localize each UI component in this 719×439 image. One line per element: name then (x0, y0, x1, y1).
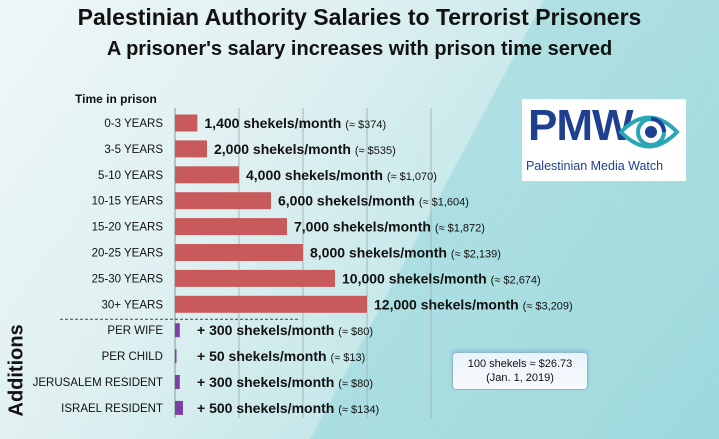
exchange-rate: 100 shekels ≈ $26.73 (467, 358, 573, 370)
data-label: 12,000 shekels/month (≈ $3,209) (374, 296, 573, 312)
bar (175, 140, 207, 158)
data-label-usd: (≈ $1,604) (419, 197, 469, 209)
category-label: 30+ YEARS (102, 299, 164, 311)
category-label: ISRAEL RESIDENT (61, 403, 163, 415)
data-label-usd: (≈ $80) (338, 378, 373, 390)
chart-subtitle: A prisoner's salary increases with priso… (106, 38, 613, 60)
exchange-rate-date: (Jan. 1, 2019) (486, 372, 554, 384)
category-label: 25-30 YEARS (92, 273, 164, 285)
category-label: 20-25 YEARS (92, 248, 164, 260)
data-label: 1,400 shekels/month (≈ $374) (204, 115, 386, 131)
bar (175, 114, 198, 132)
data-label-usd: (≈ $2,139) (451, 249, 501, 261)
data-label: 8,000 shekels/month (≈ $2,139) (310, 245, 501, 261)
data-label: 10,000 shekels/month (≈ $2,674) (342, 270, 541, 286)
data-label-shekels: + 50 shekels/month (197, 348, 330, 364)
bar (175, 375, 180, 389)
data-label-usd: (≈ $13) (330, 352, 365, 364)
data-label: + 300 shekels/month (≈ $80) (197, 322, 373, 338)
data-label-shekels: 8,000 shekels/month (310, 245, 451, 261)
data-label: + 500 shekels/month (≈ $134) (197, 400, 379, 416)
category-label: 15-20 YEARS (92, 222, 164, 234)
data-label-shekels: + 300 shekels/month (197, 374, 338, 390)
bar (175, 269, 335, 287)
eye-logo-icon (618, 115, 680, 149)
data-label-shekels: 6,000 shekels/month (278, 193, 419, 209)
data-label-usd: (≈ $1,070) (387, 171, 437, 183)
chart-title: Palestinian Authority Salaries to Terror… (77, 4, 642, 30)
data-label-usd: (≈ $374) (345, 119, 386, 131)
data-label-usd: (≈ $535) (355, 145, 396, 157)
pmw-logo: PMW Palestinian Media Watch (522, 99, 686, 181)
data-label-shekels: 2,000 shekels/month (214, 141, 355, 157)
data-label: 2,000 shekels/month (≈ $535) (214, 141, 396, 157)
bar (175, 295, 367, 313)
category-label: 3-5 YEARS (104, 144, 163, 156)
data-label-shekels: 10,000 shekels/month (342, 270, 491, 286)
data-label-shekels: + 300 shekels/month (197, 322, 338, 338)
data-label-shekels: 4,000 shekels/month (246, 167, 387, 183)
data-label-shekels: 12,000 shekels/month (374, 296, 523, 312)
bar (175, 349, 177, 364)
data-label-shekels: + 500 shekels/month (197, 400, 338, 416)
data-label-usd: (≈ $1,872) (435, 223, 485, 235)
data-label-usd: (≈ $2,674) (491, 274, 541, 286)
bar (175, 244, 303, 261)
category-label: PER WIFE (107, 325, 163, 337)
data-label: 7,000 shekels/month (≈ $1,872) (294, 219, 485, 235)
data-label-shekels: 7,000 shekels/month (294, 219, 435, 235)
exchange-rate-note: 100 shekels ≈ $26.73 (Jan. 1, 2019) (452, 352, 588, 390)
category-label: 0-3 YEARS (104, 118, 163, 130)
category-label: PER CHILD (102, 351, 163, 363)
data-label-usd: (≈ $3,209) (523, 300, 573, 312)
bar (175, 166, 239, 184)
data-label: + 300 shekels/month (≈ $80) (197, 374, 373, 390)
data-label: 4,000 shekels/month (≈ $1,070) (246, 167, 437, 183)
category-label: JERUSALEM RESIDENT (33, 377, 163, 389)
bar (175, 192, 271, 210)
logo-letters: PMW (528, 101, 634, 150)
data-label-usd: (≈ $134) (338, 404, 379, 416)
data-label: 6,000 shekels/month (≈ $1,604) (278, 193, 469, 209)
bar (175, 400, 183, 415)
category-label: 10-15 YEARS (92, 196, 164, 208)
category-label: 5-10 YEARS (98, 170, 163, 182)
axis-header: Time in prison (75, 92, 157, 106)
data-label-shekels: 1,400 shekels/month (204, 115, 345, 131)
data-label-usd: (≈ $80) (338, 326, 373, 338)
data-label: + 50 shekels/month (≈ $13) (197, 348, 365, 364)
bar (175, 323, 180, 338)
logo-name: Palestinian Media Watch (526, 159, 664, 173)
bar (175, 218, 287, 236)
